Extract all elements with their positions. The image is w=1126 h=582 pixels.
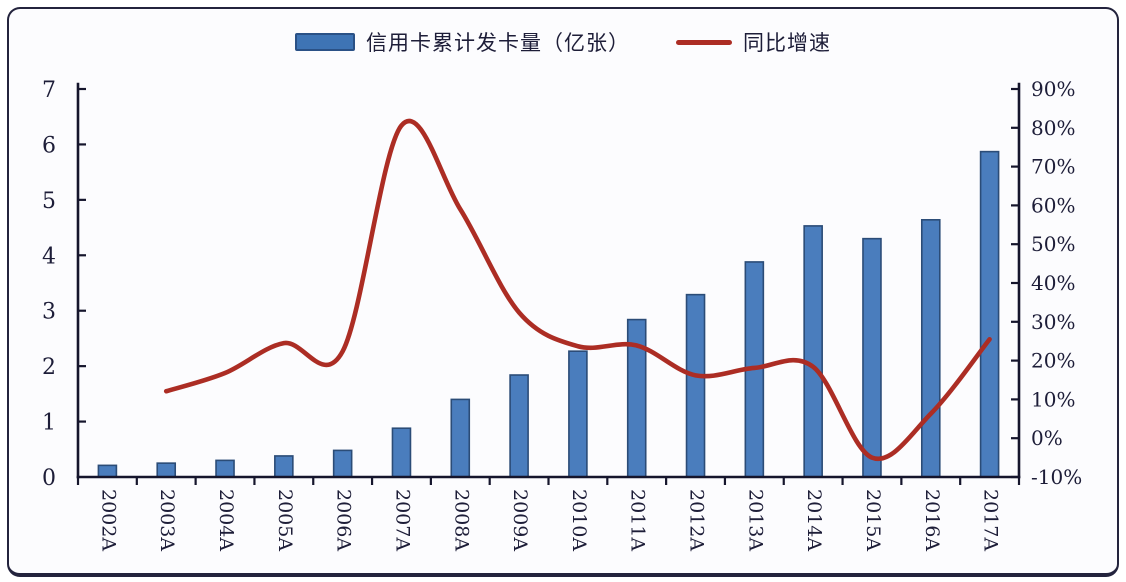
y-left-tick-label: 3 <box>42 300 56 325</box>
bar-2004A <box>215 459 235 478</box>
legend: 信用卡累计发卡量（亿张） 同比增速 <box>0 27 1126 57</box>
y-right-tick-label: 60% <box>1031 193 1075 217</box>
x-tick-label: 2010A <box>568 489 590 551</box>
bar-2012A <box>685 293 706 478</box>
legend-item-line: 同比增速 <box>676 27 831 57</box>
line-swatch-icon <box>676 39 732 45</box>
bar-2003A <box>156 462 177 478</box>
y-left-tick-label: 1 <box>42 411 56 436</box>
bar-swatch-icon <box>295 33 355 51</box>
x-tick-label: 2007A <box>391 489 413 551</box>
bar-2006A <box>332 449 353 478</box>
axes <box>76 82 1021 485</box>
legend-line-label: 同比增速 <box>743 31 831 55</box>
bar-2007A <box>391 427 412 478</box>
x-tick-label: 2002A <box>97 489 119 551</box>
legend-bar-label: 信用卡累计发卡量（亿张） <box>366 31 630 55</box>
y-left-tick-label: 5 <box>42 189 56 214</box>
y-right-tick-label: 20% <box>1031 349 1075 373</box>
x-tick-label: 2004A <box>215 489 237 551</box>
axis-labels: 0 1 2 3 4 5 6 7 -10% 0% 10% 20% 30% 40% 50% 60% 70% 80% 90… <box>42 77 1082 551</box>
x-tick-label: 2014A <box>803 489 825 551</box>
bar-2005A <box>274 455 294 478</box>
x-tick-label: 2009A <box>509 489 531 551</box>
x-tick-label: 2005A <box>274 489 296 551</box>
y-right-tick-label: 50% <box>1031 232 1075 256</box>
y-left-tick-label: 2 <box>42 355 56 380</box>
legend-item-bars: 信用卡累计发卡量（亿张） <box>295 27 630 57</box>
bar-2002A <box>97 464 118 478</box>
line-series <box>163 118 992 462</box>
x-tick-label: 2011A <box>627 489 649 551</box>
x-tick-label: 2003A <box>156 489 178 551</box>
y-left-tick-label: 7 <box>42 78 56 103</box>
bar-2014A <box>803 225 823 478</box>
bar-2016A <box>920 219 941 478</box>
y-right-tick-label: 80% <box>1031 116 1075 140</box>
bar-2008A <box>450 398 471 478</box>
bar-2017A <box>979 150 1000 478</box>
x-tick-label: 2012A <box>686 489 708 551</box>
x-tick-label: 2013A <box>744 489 766 551</box>
x-tick-label: 2017A <box>980 489 1002 551</box>
y-right-tick-label: 40% <box>1031 271 1075 295</box>
y-right-tick-label: -10% <box>1031 465 1082 489</box>
y-right-tick-label: 70% <box>1031 155 1075 179</box>
bar-2009A <box>509 374 529 478</box>
y-left-tick-label: 6 <box>42 133 56 158</box>
x-tick-label: 2015A <box>862 489 884 551</box>
bar-2015A <box>862 237 882 478</box>
bar-2010A <box>568 350 588 478</box>
y-right-tick-label: 90% <box>1031 77 1075 101</box>
growth-line <box>163 118 992 462</box>
bars-series <box>97 150 1000 478</box>
y-right-tick-label: 30% <box>1031 310 1075 334</box>
x-tick-label: 2016A <box>921 489 943 551</box>
y-left-tick-label: 4 <box>42 244 56 269</box>
y-right-tick-label: 0% <box>1031 426 1063 450</box>
y-right-tick-label: 10% <box>1031 387 1075 411</box>
y-left-tick-label: 0 <box>42 466 56 491</box>
x-tick-label: 2006A <box>333 489 355 551</box>
x-tick-label: 2008A <box>450 489 472 551</box>
